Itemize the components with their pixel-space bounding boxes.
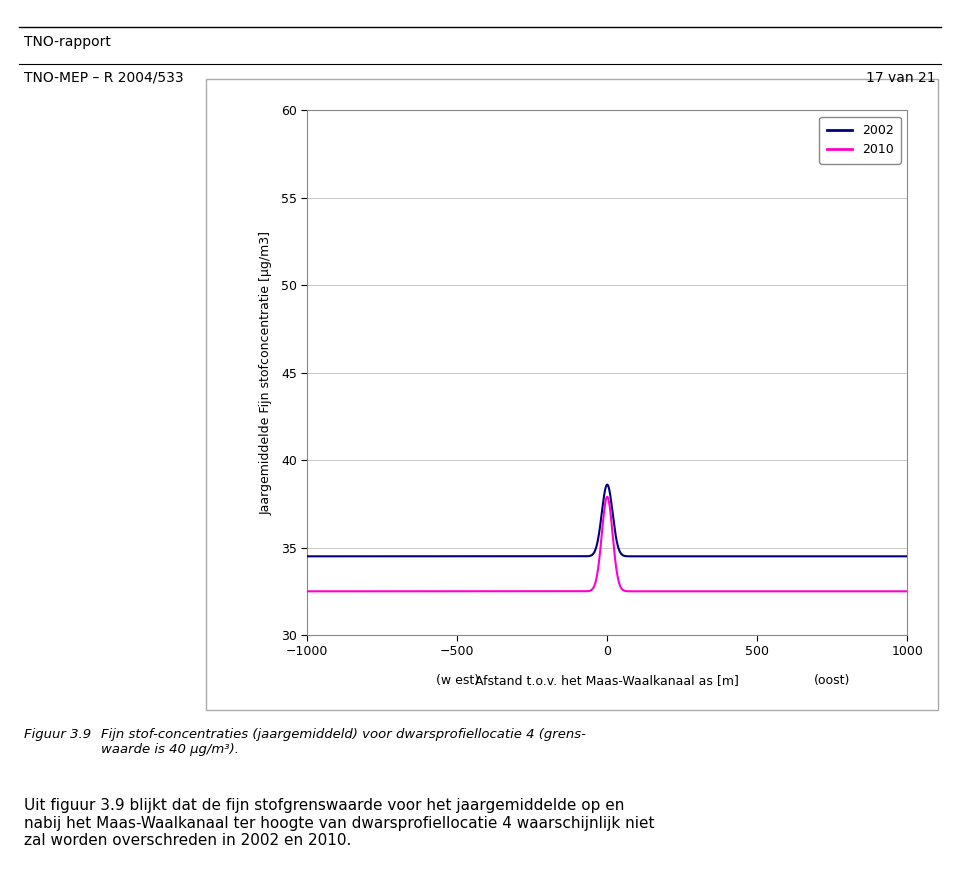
- Text: Uit figuur 3.9 blijkt dat de fijn stofgrenswaarde voor het jaargemiddelde op en
: Uit figuur 3.9 blijkt dat de fijn stofgr…: [24, 798, 655, 848]
- Text: Fijn stof-concentraties (jaargemiddeld) voor dwarsprofiellocatie 4 (grens-
waard: Fijn stof-concentraties (jaargemiddeld) …: [101, 728, 586, 756]
- Legend: 2002, 2010: 2002, 2010: [819, 116, 900, 164]
- Text: (oost): (oost): [814, 674, 851, 686]
- Text: 17 van 21: 17 van 21: [866, 71, 936, 85]
- Text: TNO-rapport: TNO-rapport: [24, 35, 110, 49]
- Text: (w est): (w est): [436, 674, 479, 686]
- Text: Afstand t.o.v. het Maas-Waalkanaal as [m]: Afstand t.o.v. het Maas-Waalkanaal as [m…: [475, 674, 739, 686]
- Text: Figuur 3.9: Figuur 3.9: [24, 728, 91, 741]
- Y-axis label: Jaargemiddelde Fijn stofconcentratie [µg/m3]: Jaargemiddelde Fijn stofconcentratie [µg…: [259, 231, 273, 514]
- Text: TNO-MEP – R 2004/533: TNO-MEP – R 2004/533: [24, 71, 183, 85]
